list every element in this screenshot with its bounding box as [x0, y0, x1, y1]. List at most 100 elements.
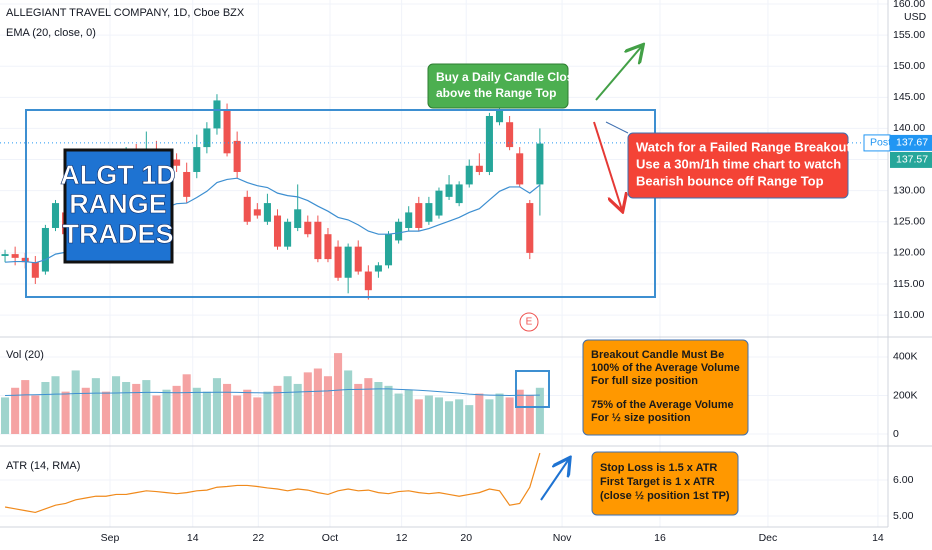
x-tick-label: 16 [654, 532, 666, 544]
x-tick-label: Dec [759, 532, 778, 544]
volume-bar [445, 401, 454, 435]
volume-bar [535, 387, 544, 435]
candle-body [415, 203, 423, 228]
candle-body [223, 109, 231, 154]
volume-note: Breakout Candle Must Be [591, 349, 724, 361]
volume-bar [313, 368, 322, 435]
candle-body [233, 140, 241, 172]
volume-bar [394, 393, 403, 435]
volume-bar [303, 372, 312, 435]
volume-bar [424, 395, 433, 435]
watch-box [627, 132, 849, 199]
arrow [595, 46, 642, 101]
price-tag [890, 134, 932, 151]
volume-bar [101, 391, 110, 435]
atr-line [4, 452, 541, 514]
candle-body [465, 165, 473, 185]
y-tick-label: 6.00 [893, 474, 914, 486]
volume-note: 100% of the Average Volume [591, 362, 740, 374]
volume-bar [192, 387, 201, 435]
candle-body [455, 184, 463, 204]
volume-bar [384, 385, 393, 435]
candle-body [273, 215, 282, 247]
volume-bar [223, 383, 232, 435]
watch-text: Bearish bounce off Range Top [636, 173, 824, 188]
volume-bar [434, 397, 444, 435]
candle-body [364, 271, 372, 291]
pane-title: Vol (20) [6, 349, 44, 361]
volume-bar [253, 397, 262, 435]
candle-body [304, 221, 312, 235]
volume-bar [344, 370, 353, 435]
volume-bar [61, 391, 70, 435]
candle-body [51, 203, 60, 228]
volume-bar [374, 382, 383, 435]
candle-body [445, 184, 453, 197]
x-tick-label: Sep [101, 532, 120, 544]
range-box [25, 109, 656, 298]
x-tick-label: Oct [322, 532, 338, 544]
candle-body [41, 227, 49, 272]
price-tag [890, 151, 932, 168]
earnings-marker [519, 312, 539, 332]
candle-body [435, 190, 443, 216]
x-tick-label: Nov [553, 532, 572, 544]
y-tick-label: 150.00 [893, 60, 925, 72]
setup-text: TRADES [62, 219, 173, 249]
candle-body [384, 234, 393, 266]
candle-body [213, 100, 221, 129]
x-tick-label: 20 [460, 532, 472, 544]
y-tick-label: 125.00 [893, 216, 925, 228]
candle-body [374, 265, 382, 272]
volume-note-box [582, 339, 749, 436]
volume-bar [212, 378, 221, 435]
y-tick-label: 200K [893, 389, 918, 401]
volume-bar [21, 380, 30, 435]
volume-average [5, 388, 540, 396]
price-tag-label: 137.57 [896, 154, 928, 166]
buy-text: Buy a Daily Candle Close [436, 70, 580, 84]
volume-bar [475, 393, 484, 435]
x-tick-label: 14 [187, 532, 199, 544]
volume-bar [172, 385, 181, 435]
volume-bar [485, 399, 494, 435]
volume-bar [515, 389, 524, 435]
y-tick-label: 145.00 [893, 91, 925, 103]
candle-body [1, 254, 9, 256]
candle-body [405, 212, 413, 228]
volume-bar [455, 399, 464, 435]
post-tag-label: Post [870, 137, 891, 149]
candle-body [526, 203, 534, 253]
volume-note: For full size position [591, 375, 698, 387]
candle-body [334, 246, 342, 278]
volume-bar [404, 389, 413, 435]
y-tick-label: 0 [893, 428, 899, 440]
volume-bar [1, 397, 10, 435]
volume-bar [233, 395, 242, 435]
candle-body [193, 147, 201, 172]
pane-title: ATR (14, RMA) [6, 460, 80, 472]
candle-body [294, 209, 302, 228]
volume-note: For ½ size position [591, 412, 691, 424]
volume-bar [283, 376, 292, 435]
currency-label: USD [904, 11, 927, 23]
candle-body [263, 203, 271, 222]
y-tick-label: 400K [893, 351, 918, 363]
candle-body [506, 122, 514, 148]
indicator-label: EMA (20, close, 0) [6, 27, 96, 39]
volume-bar [142, 380, 151, 435]
y-tick-label: 160.00 [893, 0, 925, 10]
setup-text: RANGE [69, 189, 167, 219]
volume-highlight [515, 370, 550, 408]
candle-body [31, 262, 39, 278]
setup-text: ALGT 1D [60, 160, 176, 190]
x-tick-label: 12 [396, 532, 408, 544]
volume-bar [41, 382, 50, 435]
volume-bar [112, 376, 121, 435]
atr-note: First Target is 1 x ATR [600, 476, 715, 488]
candle-body [203, 128, 211, 148]
volume-bar [505, 397, 514, 435]
x-tick-label: 14 [872, 532, 884, 544]
candle-body [395, 221, 403, 241]
